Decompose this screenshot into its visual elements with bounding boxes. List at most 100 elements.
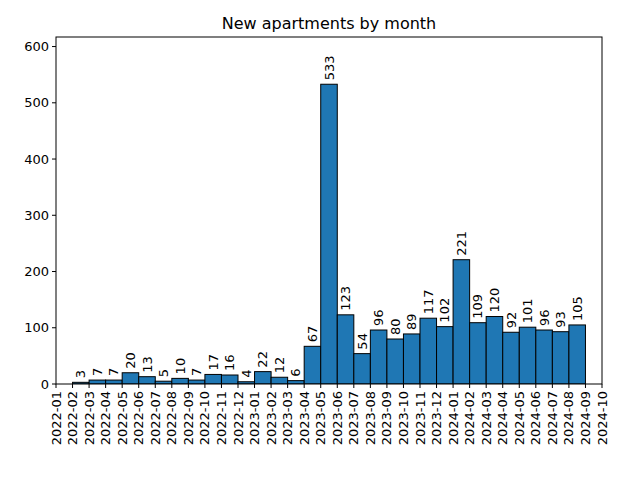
y-tick — [52, 46, 56, 47]
x-tick-label: 2023-02 — [264, 391, 279, 445]
x-tick — [304, 384, 305, 388]
bar — [387, 339, 404, 384]
x-tick-label: 2024-09 — [578, 391, 593, 445]
bar — [503, 332, 520, 384]
bar — [519, 327, 536, 384]
data-label: 96 — [537, 309, 552, 326]
x-tick-label: 2024-05 — [512, 391, 527, 445]
y-tick-label: 500 — [24, 95, 49, 110]
x-tick-label: 2023-04 — [297, 391, 312, 445]
data-label: 102 — [437, 298, 452, 323]
x-tick — [519, 384, 520, 388]
bar — [106, 380, 123, 384]
x-tick-label: 2024-08 — [561, 391, 576, 445]
bar — [188, 380, 205, 384]
chart-container: 3772013510717164221266753312354968089117… — [0, 0, 640, 480]
y-tick — [52, 159, 56, 160]
x-tick — [353, 384, 354, 388]
y-tick — [52, 327, 56, 328]
x-tick-label: 2022-08 — [164, 391, 179, 445]
x-tick — [271, 384, 272, 388]
x-tick — [585, 384, 586, 388]
y-tick — [52, 384, 56, 385]
bar — [255, 372, 272, 384]
data-label: 120 — [487, 288, 502, 313]
bar — [304, 346, 321, 384]
x-tick — [453, 384, 454, 388]
x-tick — [469, 384, 470, 388]
x-tick-label: 2022-03 — [82, 391, 97, 445]
data-label: 117 — [421, 289, 436, 314]
x-tick — [568, 384, 569, 388]
x-tick-label: 2023-07 — [346, 391, 361, 445]
bar — [122, 373, 139, 384]
x-tick-label: 2023-11 — [413, 391, 428, 445]
x-tick — [171, 384, 172, 388]
data-label: 533 — [322, 55, 337, 80]
x-tick — [56, 384, 57, 388]
x-tick-label: 2022-06 — [131, 391, 146, 445]
x-tick-label: 2023-03 — [280, 391, 295, 445]
x-tick-label: 2023-09 — [379, 391, 394, 445]
x-tick — [238, 384, 239, 388]
bar — [403, 334, 420, 384]
y-tick-label: 200 — [24, 264, 49, 279]
x-tick — [370, 384, 371, 388]
x-tick-label: 2023-05 — [313, 391, 328, 445]
bar — [321, 84, 338, 384]
x-tick — [204, 384, 205, 388]
x-tick — [221, 384, 222, 388]
data-label: 5 — [156, 369, 171, 377]
x-tick-label: 2022-09 — [181, 391, 196, 445]
x-tick-label: 2024-04 — [495, 391, 510, 445]
x-tick — [155, 384, 156, 388]
bar — [139, 377, 156, 384]
bar — [552, 332, 569, 384]
bar — [437, 327, 454, 384]
x-tick-label: 2024-06 — [528, 391, 543, 445]
x-tick — [535, 384, 536, 388]
x-tick-label: 2024-07 — [545, 391, 560, 445]
bar — [486, 317, 503, 384]
x-tick — [138, 384, 139, 388]
data-label: 54 — [355, 333, 370, 350]
bar — [370, 330, 387, 384]
data-label: 93 — [553, 311, 568, 328]
data-label: 92 — [504, 312, 519, 329]
x-tick — [602, 384, 603, 388]
x-tick — [254, 384, 255, 388]
x-tick-label: 2024-03 — [479, 391, 494, 445]
bar — [205, 374, 222, 384]
data-label: 17 — [206, 354, 221, 371]
data-label: 12 — [272, 357, 287, 374]
bar — [536, 330, 553, 384]
x-tick — [486, 384, 487, 388]
x-tick — [502, 384, 503, 388]
data-label: 16 — [222, 354, 237, 371]
bar — [470, 323, 487, 384]
bar — [354, 354, 371, 384]
data-label: 96 — [371, 309, 386, 326]
data-label: 221 — [454, 231, 469, 256]
y-tick-label: 100 — [24, 320, 49, 335]
y-tick — [52, 215, 56, 216]
x-tick-label: 2024-01 — [446, 391, 461, 445]
bar — [172, 378, 189, 384]
x-tick — [122, 384, 123, 388]
y-tick — [52, 271, 56, 272]
x-tick-label: 2022-05 — [115, 391, 130, 445]
x-tick — [320, 384, 321, 388]
x-tick — [386, 384, 387, 388]
bar — [569, 325, 586, 384]
x-tick — [72, 384, 73, 388]
x-tick-label: 2024-02 — [462, 391, 477, 445]
data-label: 7 — [189, 368, 204, 376]
data-label: 7 — [90, 368, 105, 376]
data-label: 7 — [106, 368, 121, 376]
y-tick-label: 300 — [24, 208, 49, 223]
y-tick-label: 0 — [41, 377, 49, 392]
x-tick — [436, 384, 437, 388]
x-tick-label: 2022-07 — [148, 391, 163, 445]
x-tick-label: 2022-10 — [197, 391, 212, 445]
data-label: 101 — [520, 298, 535, 323]
